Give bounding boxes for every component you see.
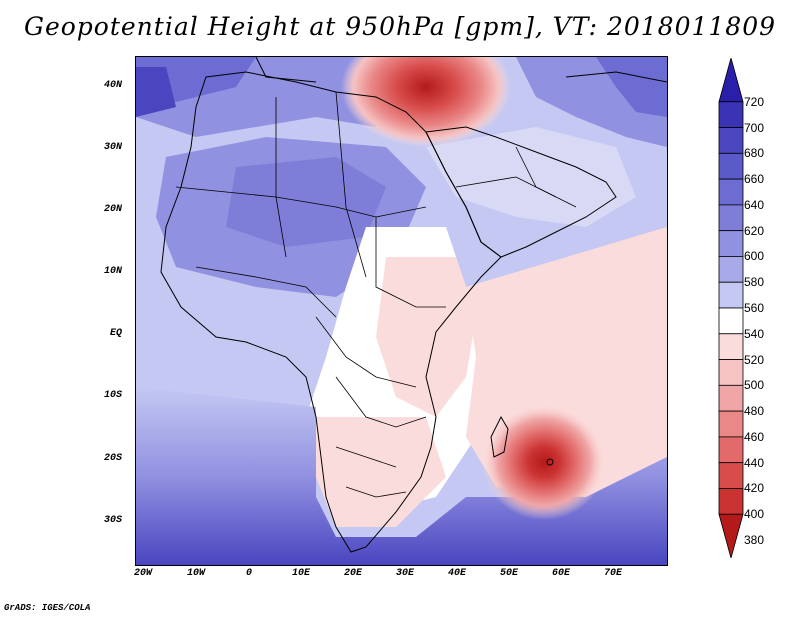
colorbar-label: 700 [744, 120, 765, 135]
lon-label-10e: 10E [292, 568, 311, 579]
lon-label-30e: 30E [396, 568, 415, 579]
colorbar-label: 580 [744, 275, 765, 290]
colorbar-label: 400 [744, 507, 765, 522]
colorbar-swatch [718, 101, 744, 128]
lat-label-40n: 40N [104, 80, 123, 91]
colorbar-swatch [718, 436, 744, 464]
turkey-high [341, 57, 511, 147]
colorbar-swatch [718, 333, 744, 360]
colorbar-label: 380 [744, 533, 765, 547]
southern-ocean-field [136, 387, 667, 565]
lon-label-0: 0 [246, 568, 253, 579]
colorbar-swatch [718, 256, 744, 283]
colorbar-swatch [718, 307, 744, 335]
lon-label-60e: 60E [552, 568, 571, 579]
colorbar-label: 560 [744, 301, 765, 315]
lat-label-20s: 20S [104, 453, 123, 464]
colorbar-label: 720 [744, 94, 765, 109]
colorbar-swatch [718, 58, 744, 103]
lat-label-10n: 10N [104, 266, 123, 277]
mauritius-cyclone [482, 404, 606, 520]
colorbar-swatch [718, 410, 744, 438]
colorbar-label: 600 [744, 249, 765, 264]
colorbar-label: 480 [744, 404, 765, 419]
map-title: Geopotential Height at 950hPa [gpm], VT:… [23, 12, 777, 41]
lon-label-70e: 70E [604, 568, 623, 579]
southern-africa-pink [316, 417, 446, 527]
colorbar-swatch [718, 462, 744, 489]
lon-label-20w: 20W [134, 568, 153, 579]
colorbar-swatch [718, 152, 744, 180]
coastlines [160, 57, 667, 553]
colorbar-swatch [718, 178, 744, 206]
colorbar-swatch [718, 384, 744, 412]
lat-label-30n: 30N [104, 142, 123, 153]
colorbar-swatch [718, 127, 744, 154]
lat-label-10s: 10S [104, 390, 123, 401]
lon-label-20e: 20E [344, 568, 363, 579]
colorbar-swatch [718, 488, 744, 515]
colorbar-label: 440 [744, 455, 765, 470]
grads-credit: GrADS: IGES/COLA [4, 603, 91, 613]
lat-label-eq: EQ [110, 328, 123, 339]
map-canvas [136, 57, 667, 565]
colorbar-label: 520 [744, 352, 765, 367]
colorbar-swatch [718, 281, 744, 309]
lat-label-20n: 20N [104, 204, 123, 215]
colorbar-label: 460 [744, 429, 765, 444]
far-northwest-blue-field [136, 67, 176, 117]
colorbar-label: 680 [744, 146, 765, 161]
colorbar-label: 640 [744, 197, 765, 212]
colorbar-swatch [718, 204, 744, 232]
colorbar-label: 500 [744, 378, 765, 393]
colorbar-swatch [718, 359, 744, 386]
colorbar-label: 420 [744, 481, 765, 496]
lat-label-30s: 30S [104, 515, 123, 526]
colorbar [718, 58, 744, 558]
lon-label-50e: 50E [500, 568, 519, 579]
colorbar-label: 540 [744, 326, 765, 341]
lon-label-40e: 40E [448, 568, 467, 579]
east-africa-pink [376, 257, 476, 417]
map-frame [135, 56, 668, 566]
lon-label-10w: 10W [187, 568, 206, 579]
colorbar-swatch [718, 230, 744, 257]
colorbar-swatch [718, 513, 744, 558]
country-borders [175, 91, 577, 498]
colorbar-label: 620 [744, 223, 765, 238]
colorbar-label: 660 [744, 172, 765, 187]
